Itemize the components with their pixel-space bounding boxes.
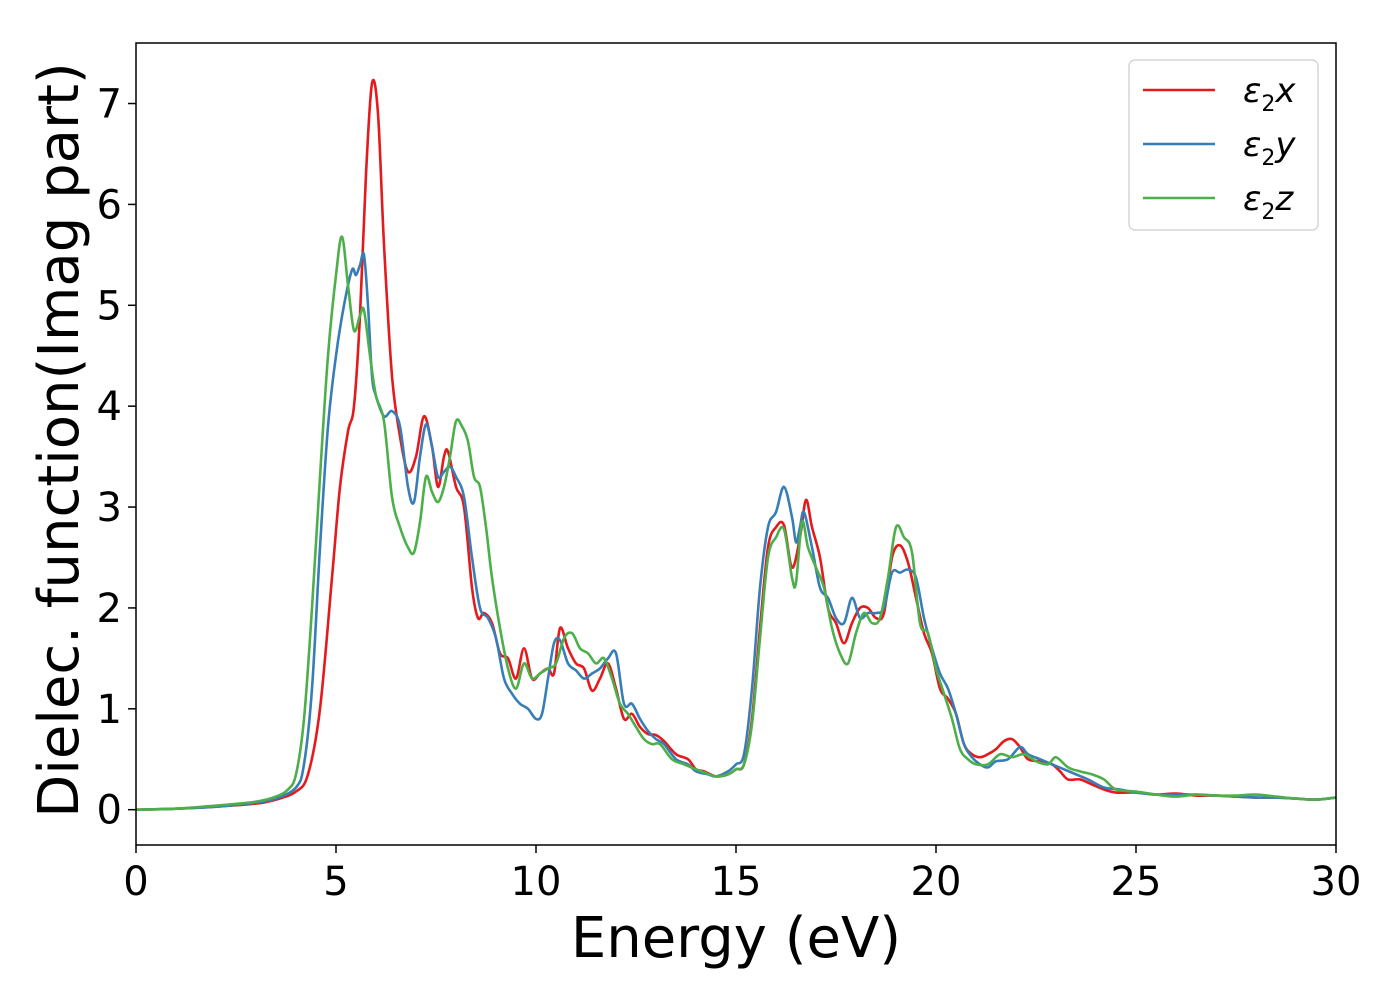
x-axis: 0 5 10 15 20 25 30 [123,845,1361,905]
legend: ε2x ε2y ε2z [1128,59,1319,231]
legend-label-x: ε2x [1243,71,1296,117]
legend-box [1128,59,1319,231]
y-axis: 0 1 2 3 4 5 6 7 [97,82,136,834]
x-tick-label: 10 [511,859,562,905]
x-axis-label: Energy (eV) [571,906,901,971]
y-tick-label: 2 [97,586,122,632]
y-tick-label: 7 [97,82,122,128]
y-tick-label: 5 [97,283,122,329]
y-axis-label: Dielec. function(Imag part) [27,62,92,818]
x-tick-label: 15 [711,859,762,905]
series-line-z [136,235,1336,811]
x-tick-label: 20 [911,859,962,905]
series-layer [136,78,1336,811]
x-tick-label: 5 [323,859,348,905]
legend-label-z: ε2z [1243,179,1294,225]
y-tick-label: 1 [97,687,122,733]
legend-label-y: ε2y [1243,125,1296,171]
y-tick-label: 4 [97,384,122,430]
x-tick-label: 0 [123,859,148,905]
x-tick-label: 25 [1111,859,1162,905]
y-tick-label: 3 [97,485,122,531]
y-tick-label: 6 [97,182,122,228]
y-tick-label: 0 [97,788,122,834]
x-tick-label: 30 [1311,859,1362,905]
